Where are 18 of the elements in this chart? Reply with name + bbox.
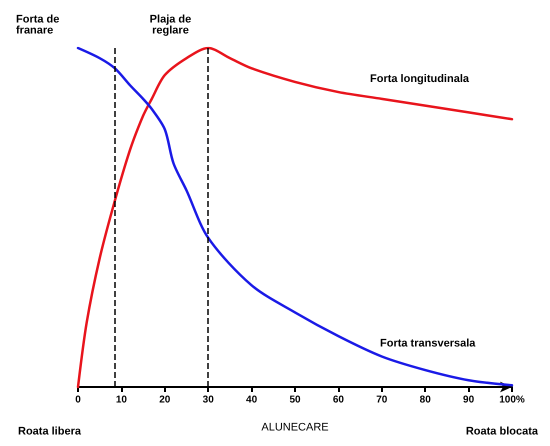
x-tick-label: 70 xyxy=(376,394,388,406)
x-tick-label: 20 xyxy=(159,394,171,406)
x-axis-title: ALUNECARE xyxy=(261,422,329,434)
x-tick-label: 100% xyxy=(499,394,525,406)
x-tick-label: 0 xyxy=(75,394,82,406)
text: Plaja de reglare xyxy=(150,14,192,36)
x-tick-label: 80 xyxy=(420,394,432,406)
text: Roata blocata xyxy=(466,426,539,438)
x-tick-label: 10 xyxy=(116,394,128,406)
series-label: Forta longitudinala xyxy=(370,73,470,86)
series-label: Forta transversala xyxy=(380,337,476,350)
x-tick-label: 50 xyxy=(289,394,301,406)
y-axis-title: Forta de franare xyxy=(16,14,60,36)
x-tick-label: 60 xyxy=(332,394,344,406)
text: Roata libera xyxy=(18,426,82,438)
x-tick-label: 90 xyxy=(463,394,475,406)
x-tick-label: 40 xyxy=(246,394,258,406)
x-tick-label: 30 xyxy=(202,394,214,406)
